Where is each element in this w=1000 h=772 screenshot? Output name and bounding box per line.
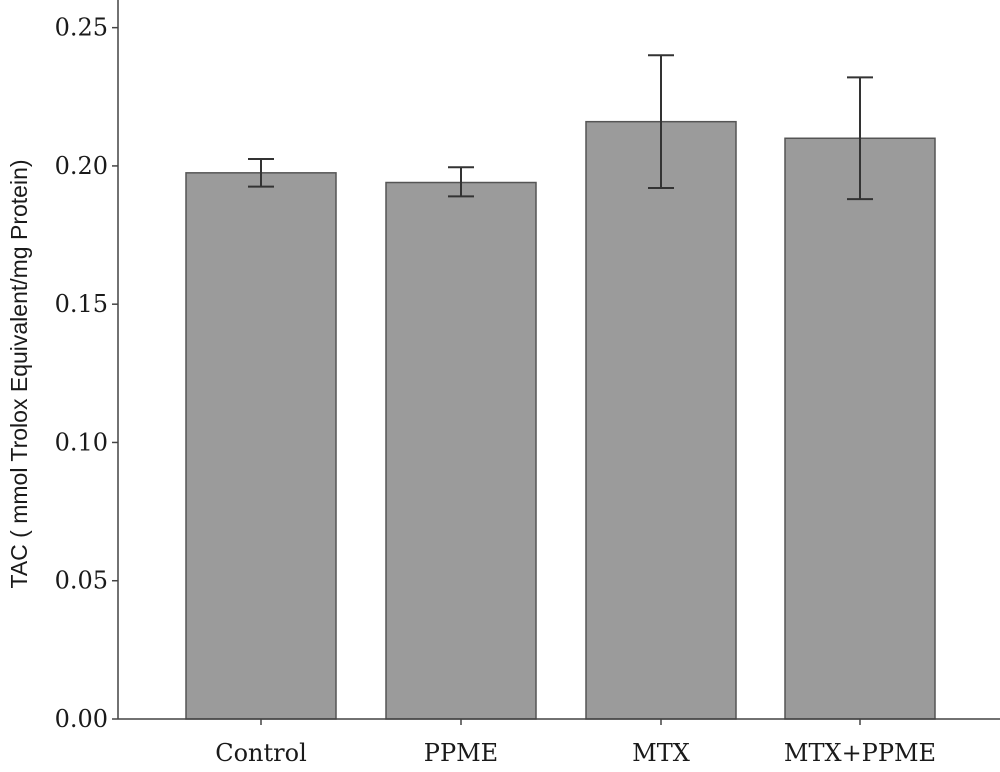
x-tick-label: MTX — [632, 739, 690, 767]
y-axis: 0.00 0.05 0.10 0.15 0.20 0.25 — [55, 0, 119, 733]
bar-ppme — [385, 181, 537, 720]
error-bar — [248, 158, 274, 188]
bar-mtx — [585, 120, 737, 720]
bars — [185, 120, 936, 720]
bar-mtx-ppme — [784, 137, 936, 720]
x-tick-label: PPME — [424, 739, 498, 767]
x-tick-label: MTX+PPME — [784, 739, 936, 767]
y-axis-label: TAC ( mmol Trolox Equivalent/mg Protein) — [6, 159, 32, 588]
y-tick-label: 0.25 — [55, 14, 108, 42]
y-tick-label: 0.05 — [55, 567, 108, 595]
error-bar — [648, 54, 674, 190]
error-bar — [448, 166, 474, 198]
y-tick-label: 0.00 — [55, 705, 108, 733]
y-tick-label: 0.10 — [55, 428, 108, 456]
error-bar — [847, 76, 873, 201]
y-tick-label: 0.15 — [55, 290, 108, 318]
error-bars — [248, 54, 873, 201]
x-axis: Control PPME MTX MTX+PPME — [118, 718, 1000, 767]
y-tick-label: 0.20 — [55, 152, 108, 180]
bar-control — [185, 172, 337, 720]
x-tick-label: Control — [215, 739, 307, 767]
